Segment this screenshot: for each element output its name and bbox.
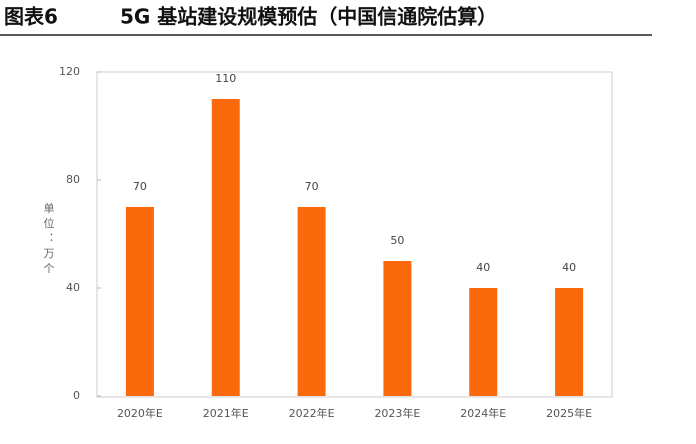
y-tick-label: 40 [66, 281, 80, 294]
bar [469, 288, 498, 396]
x-tick-label: 2025年E [546, 406, 592, 420]
x-tick-label: 2024年E [460, 406, 506, 420]
value-label: 70 [133, 180, 147, 193]
value-label: 40 [562, 261, 576, 274]
value-label: 40 [476, 261, 490, 274]
x-tick-label: 2022年E [289, 406, 335, 420]
value-label: 110 [215, 72, 236, 85]
y-axis-label: 单位：万个 [42, 202, 55, 277]
bar [383, 261, 412, 396]
bar [125, 207, 154, 396]
x-tick-label: 2023年E [374, 406, 420, 420]
value-label: 70 [305, 180, 319, 193]
plot-frame [96, 71, 613, 398]
bar [555, 288, 584, 396]
value-label: 50 [390, 234, 404, 247]
figure-label: 图表6 [4, 5, 58, 29]
x-tick-label: 2021年E [203, 406, 249, 420]
y-tick-label: 0 [73, 389, 80, 402]
bar [297, 207, 326, 396]
y-tick-label: 120 [59, 65, 80, 78]
x-tick-label: 2020年E [117, 406, 163, 420]
bar [211, 99, 240, 396]
chart-title: 5G 基站建设规模预估（中国信通院估算） [120, 5, 497, 29]
y-tick-label: 80 [66, 173, 80, 186]
